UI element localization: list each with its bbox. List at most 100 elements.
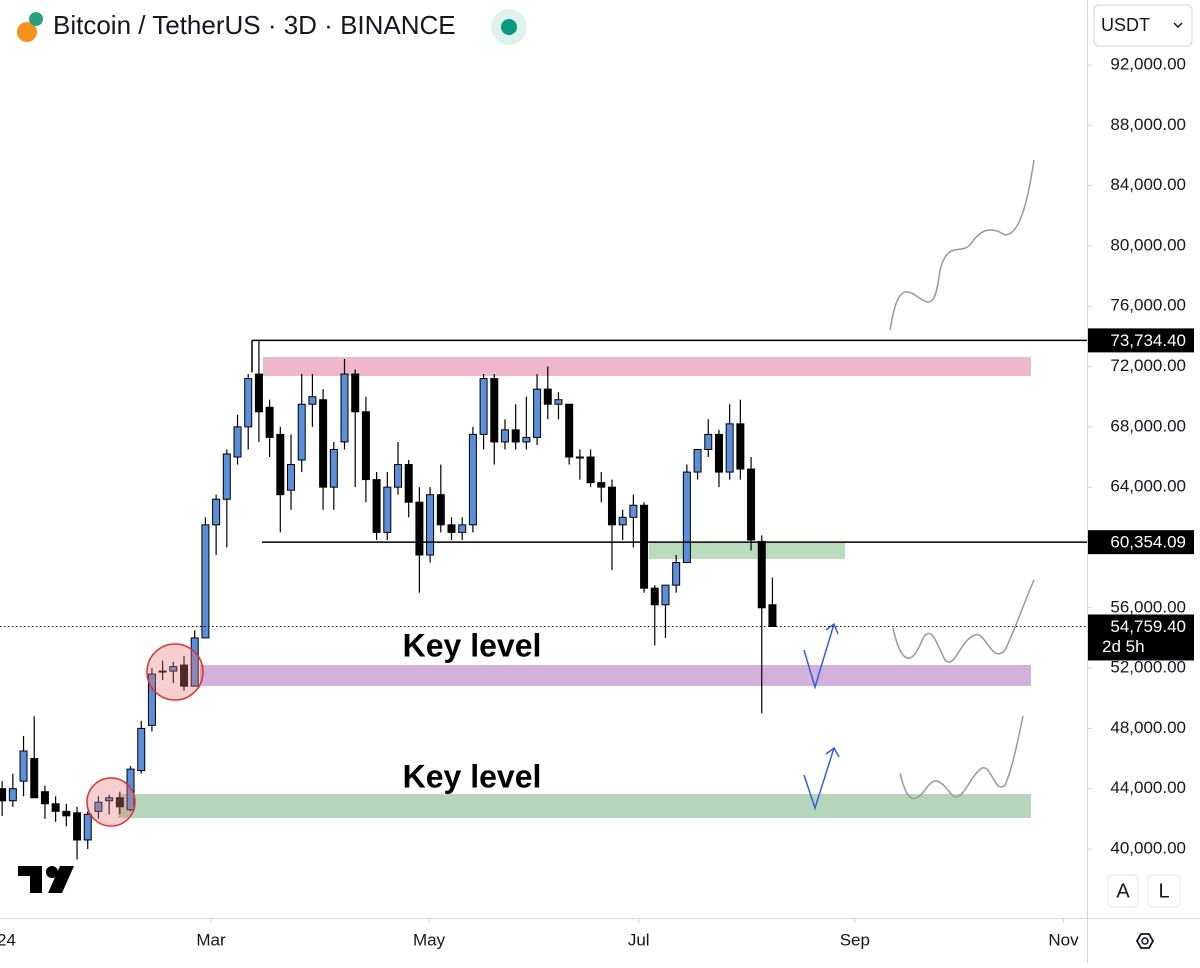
candle-body <box>212 498 221 526</box>
arrow <box>803 746 840 811</box>
key-zone <box>200 665 1031 686</box>
currency-select[interactable]: USDT <box>1093 4 1193 47</box>
candle-body <box>618 516 627 526</box>
x-tick-label: Jul <box>628 930 650 949</box>
y-tick-label: 44,000.00 <box>1110 778 1186 797</box>
log-button[interactable] <box>1147 874 1181 908</box>
candle-body <box>554 399 563 405</box>
chevron <box>1173 22 1183 29</box>
candle-body <box>479 378 488 435</box>
plot <box>0 340 777 860</box>
candle-body <box>329 448 338 488</box>
projection <box>899 715 1024 800</box>
candle-body <box>126 768 135 811</box>
y-tick-label: 68,000.00 <box>1110 416 1186 435</box>
candle-body <box>190 637 199 687</box>
price-label: 60,354.09 <box>1110 533 1186 552</box>
candle-body <box>672 562 681 586</box>
countdown: 2d 5h <box>1102 637 1145 656</box>
key-zone <box>118 794 1031 818</box>
usdt-icon <box>29 12 43 26</box>
logo-part <box>30 866 42 893</box>
annotation: Key level <box>403 627 542 663</box>
y-tick-label: 84,000.00 <box>1110 175 1186 194</box>
x-tick-label: Sep <box>840 930 870 949</box>
candle-body <box>0 788 7 802</box>
highlight-circle <box>146 643 204 701</box>
candle-body <box>768 604 777 627</box>
y-tick-label: 80,000.00 <box>1110 235 1186 254</box>
candle-body <box>297 403 306 461</box>
candle-body <box>597 482 606 488</box>
candle-body <box>233 426 242 458</box>
support-zone <box>649 543 845 559</box>
candle-body <box>393 464 402 488</box>
candle-body <box>115 797 124 808</box>
auto-label[interactable]: A <box>1116 880 1130 902</box>
price-label-bg <box>1088 328 1194 353</box>
candle-body <box>607 486 616 526</box>
candle-body <box>19 750 28 782</box>
y-tick-label: 56,000.00 <box>1110 597 1186 616</box>
projection <box>889 159 1035 331</box>
btc-icon <box>17 22 37 42</box>
scale-buttons[interactable]: A L <box>1107 874 1181 908</box>
x-tick-label: 2024 <box>0 930 16 949</box>
candle-body <box>51 803 60 812</box>
candle-body <box>436 494 445 526</box>
candle-body <box>725 423 734 473</box>
candle-body <box>351 373 360 413</box>
y-tick-label: 48,000.00 <box>1110 718 1186 737</box>
candle-body <box>137 727 146 772</box>
candle-body <box>522 436 531 443</box>
candle-body <box>372 479 381 533</box>
currency[interactable]: USDT <box>1101 15 1150 35</box>
highlight-circle <box>86 777 136 827</box>
candle-body <box>575 456 584 459</box>
candle-body <box>40 791 49 805</box>
header: Bitcoin / TetherUS · 3D · BINANCE <box>8 4 548 50</box>
candle-body <box>147 673 156 726</box>
arrow <box>803 622 839 690</box>
candle-body <box>94 801 103 812</box>
candle-body <box>543 388 552 405</box>
candle-body <box>747 468 756 541</box>
logo-part <box>46 866 58 878</box>
candle-body <box>458 524 467 533</box>
candle-body <box>500 429 509 443</box>
resistance-zone <box>263 357 1031 376</box>
settings-icon[interactable] <box>1135 933 1155 949</box>
last-price-label: 54,759.40 <box>1110 617 1186 636</box>
candle-body <box>511 429 520 443</box>
candle-body <box>340 373 349 443</box>
x-tick-label: Mar <box>196 930 226 949</box>
header-bg <box>8 4 548 50</box>
candle-body <box>287 464 296 491</box>
candle-body <box>73 812 82 841</box>
candle-body <box>586 456 595 484</box>
candle-body <box>757 540 766 609</box>
log-label[interactable]: L <box>1158 880 1169 902</box>
tv-logo <box>18 866 74 893</box>
candle-body <box>180 664 189 687</box>
y-tick-label: 64,000.00 <box>1110 477 1186 496</box>
candle-body <box>736 423 745 470</box>
settings-icon[interactable] <box>1141 937 1149 945</box>
candle-body <box>404 464 413 503</box>
candle-body <box>244 378 253 428</box>
candle-body <box>533 388 542 438</box>
symbol-title: Bitcoin / TetherUS · 3D · BINANCE <box>53 10 456 40</box>
x-tick-label: May <box>413 930 446 949</box>
candle-body <box>383 486 392 533</box>
candle-body <box>30 758 39 799</box>
currency-box[interactable] <box>1093 4 1193 47</box>
auto-button[interactable] <box>1107 874 1139 908</box>
candle-body <box>415 501 424 556</box>
candle-body <box>254 373 263 413</box>
logo-part <box>48 866 74 893</box>
candle-body <box>265 406 274 438</box>
zones <box>118 357 1031 818</box>
candle-body <box>169 666 178 672</box>
candle-body <box>62 810 71 817</box>
candle-body <box>426 494 435 556</box>
